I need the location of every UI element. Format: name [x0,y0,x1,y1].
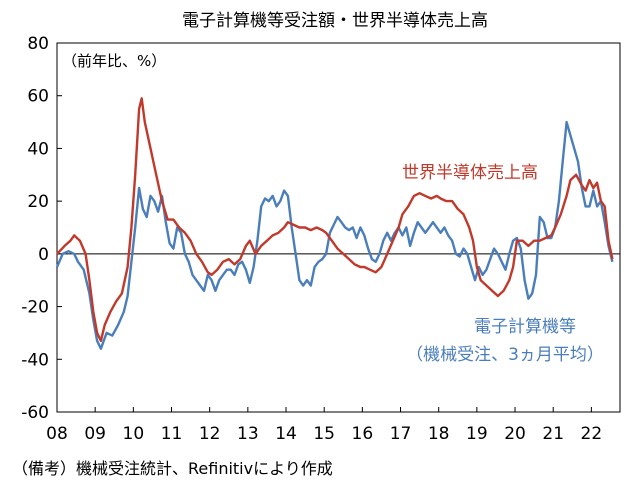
y-tick-label: -40 [21,350,49,370]
x-tick-label: 10 [123,424,145,444]
x-axis: 08 09 10 11 12 13 14 15 16 17 18 19 20 21 22 [46,407,602,444]
y-tick-label: -60 [21,403,49,423]
x-tick-label: 11 [161,424,183,444]
x-tick-label: 08 [46,424,68,444]
y-axis: 80 60 40 20 0 -20 -40 -60 [21,34,62,423]
plot-frame [56,42,621,413]
y-tick-label: -20 [21,298,49,318]
x-tick-label: 17 [390,424,412,444]
y-tick-label: 20 [27,192,49,212]
source-note: （備考）機械受注統計、Refinitivにより作成 [12,459,333,478]
series-line-semiconductor-sales [56,97,614,342]
series-label-computer-orders: 電子計算機等 [474,317,576,337]
x-tick-label: 12 [199,424,221,444]
x-tick-label: 22 [581,424,603,444]
x-tick-label: 15 [313,424,335,444]
series-line-computer-orders [55,120,614,350]
x-tick-label: 21 [542,424,564,444]
y-tick-label: 40 [27,139,49,159]
series-label-computer-orders-sub: （機械受注、3ヵ月平均） [406,345,604,365]
x-tick-label: 19 [466,424,488,444]
x-tick-label: 20 [504,424,526,444]
x-tick-label: 16 [352,424,374,444]
y-tick-label: 80 [27,34,49,54]
chart-title: 電子計算機等受注額・世界半導体売上高 [182,11,488,31]
x-tick-label: 14 [275,424,297,444]
unit-label: （前年比、%） [62,52,166,70]
x-tick-label: 18 [428,424,450,444]
y-tick-label: 60 [27,87,49,107]
x-tick-label: 09 [84,424,106,444]
y-tick-label: 0 [38,245,49,265]
x-tick-label: 13 [237,424,259,444]
series-label-semiconductor: 世界半導体売上高 [402,163,538,183]
